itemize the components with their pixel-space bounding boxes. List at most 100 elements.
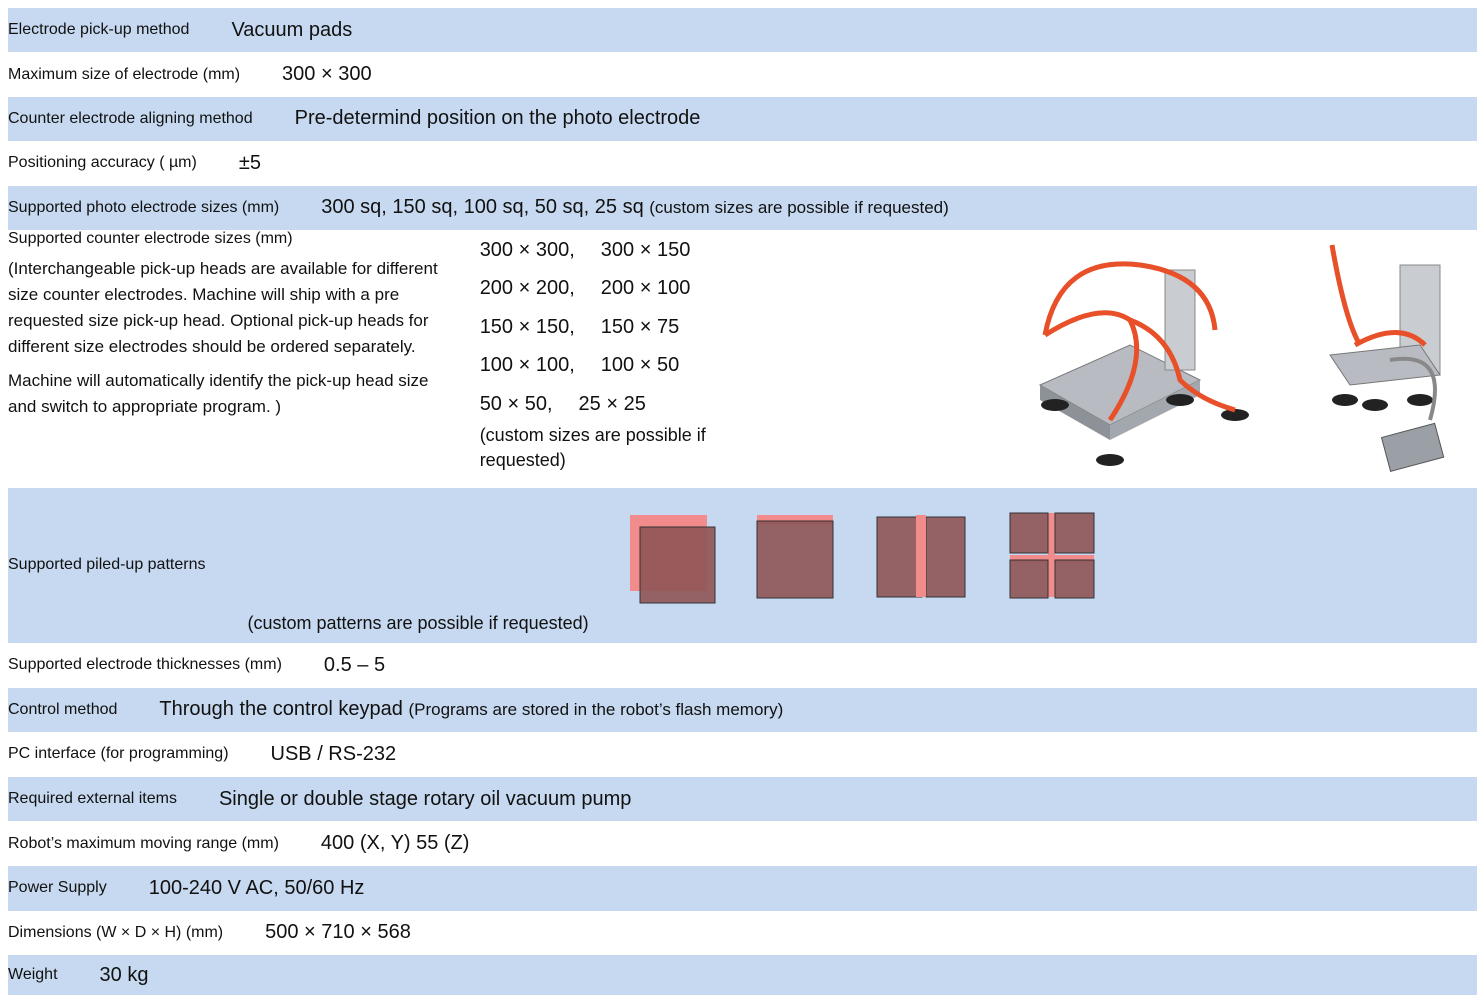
value-cell: (custom patterns are possible if request… — [247, 613, 588, 643]
value-cell: Single or double stage rotary oil vacuum… — [219, 788, 631, 811]
row-label: Supported photo electrode sizes (mm) — [8, 198, 280, 216]
pickup-head-side-photo — [1329, 244, 1445, 472]
label-cell: Electrode pick-up method — [8, 21, 189, 39]
label-cell: Counter electrode aligning method — [8, 110, 253, 128]
size-item: 100 × 100, — [479, 354, 575, 377]
label-note: size counter electrodes. Machine will sh… — [8, 284, 400, 304]
label-note: different size electrodes should be orde… — [8, 336, 416, 356]
spec-row: Electrode pick-up method Vacuum pads — [8, 8, 1477, 53]
label-cell: Supported counter electrode sizes (mm) (I… — [8, 230, 438, 420]
row-value: Pre-determind position on the photo elec… — [294, 107, 701, 130]
row-label: Supported counter electrode sizes (mm) — [8, 229, 293, 247]
size-line: 50 × 50, 25 × 25 — [480, 385, 780, 423]
label-cell: Robot’s maximum moving range (mm) — [8, 835, 279, 853]
row-value: 400 (X, Y) 55 (Z) — [320, 832, 470, 855]
value-cell: Through the control keypad (Programs are… — [159, 698, 783, 721]
row-label: Maximum size of electrode (mm) — [8, 65, 241, 83]
label-cell: Control method — [8, 701, 117, 719]
row-value: Single or double stage rotary oil vacuum… — [218, 787, 632, 810]
row-value: USB / RS-232 — [270, 742, 397, 765]
row-value: 300 × 300 — [282, 63, 372, 86]
row-value: 500 × 710 × 568 — [265, 921, 411, 944]
row-label: Supported piled-up patterns — [8, 556, 206, 574]
spec-row: Counter electrode aligning method Pre-det… — [8, 96, 1477, 142]
value-cell: 0.5 – 5 — [324, 654, 385, 677]
label-cell: PC interface (for programming) — [8, 745, 229, 763]
value-cell: USB / RS-232 — [271, 743, 397, 766]
label-note: requested size pick-up head. Optional pi… — [8, 310, 429, 330]
spec-row: Supported piled-up patterns (custom patte… — [8, 487, 1477, 643]
label-cell: Required external items — [8, 790, 177, 808]
label-note: Machine will automatically identify the … — [8, 370, 429, 390]
label-cell: Supported electrode thicknesses (mm) — [8, 656, 282, 674]
size-line: 100 × 100, 100 × 50 — [480, 346, 780, 384]
value-note: (Programs are stored in the robot’s flas… — [408, 700, 784, 720]
value-cell: 400 (X, Y) 55 (Z) — [321, 832, 470, 855]
size-line: 200 × 200, 200 × 100 — [480, 269, 780, 307]
spec-row: Weight 30 kg — [8, 955, 1477, 995]
spec-table: Electrode pick-up method Vacuum pads Maxim… — [8, 8, 1477, 995]
label-cell: Maximum size of electrode (mm) — [8, 66, 240, 84]
value-note: (custom sizes are possible if requested) — [649, 198, 949, 218]
row-label: Robot’s maximum moving range (mm) — [8, 834, 279, 852]
size-line: 150 × 150, 150 × 75 — [480, 308, 780, 346]
value-cell: Vacuum pads — [231, 19, 352, 42]
row-value: Vacuum pads — [231, 18, 353, 41]
value-cell: ±5 — [239, 152, 261, 175]
row-label: Dimensions (W × D × H) (mm) — [8, 923, 224, 941]
spec-row: Robot’s maximum moving range (mm) 400 (X,… — [8, 821, 1477, 866]
row-label: Control method — [8, 700, 118, 718]
row-value: 30 kg — [99, 963, 149, 986]
label-cell: Supported piled-up patterns — [8, 556, 205, 574]
row-label: Positioning accuracy ( µm) — [8, 154, 197, 172]
row-value: ±5 — [238, 151, 261, 174]
spec-row: Power Supply 100-240 V AC, 50/60 Hz — [8, 865, 1477, 911]
spec-row: Required external items Single or double … — [8, 776, 1477, 822]
size-item: 300 × 300, — [479, 238, 575, 261]
size-item: 50 × 50, — [479, 392, 553, 415]
row-value: 300 sq, 150 sq, 100 sq, 50 sq, 25 sq — [321, 196, 644, 219]
size-item: 100 × 50 — [600, 354, 680, 377]
value-cell: Pre-determind position on the photo elec… — [295, 107, 701, 130]
size-item: 300 × 150 — [600, 238, 691, 261]
row-value: 0.5 – 5 — [323, 653, 386, 676]
row-label: Counter electrode aligning method — [8, 109, 253, 127]
label-cell: Supported photo electrode sizes (mm) — [8, 199, 279, 217]
spec-row: Control method Through the control keypad… — [8, 687, 1477, 733]
value-cell: 300 × 300, 300 × 150 200 × 200, 200 × 100 15… — [480, 230, 780, 473]
spec-row: Positioning accuracy ( µm) ±5 — [8, 141, 1477, 185]
row-label: PC interface (for programming) — [8, 745, 229, 763]
size-item: 150 × 75 — [600, 315, 680, 338]
row-label: Weight — [8, 966, 58, 984]
pickup-head-photo — [1038, 261, 1249, 466]
spec-row: Supported counter electrode sizes (mm) (I… — [8, 230, 1477, 488]
size-item: 150 × 150, — [479, 315, 575, 338]
size-line: 300 × 300, 300 × 150 — [480, 231, 780, 269]
label-note: and switch to appropriate program. ) — [8, 396, 282, 416]
row-label: Supported electrode thicknesses (mm) — [8, 656, 282, 674]
size-item: 200 × 100 — [600, 277, 691, 300]
label-cell: Dimensions (W × D × H) (mm) — [8, 924, 223, 942]
value-cell: 30 kg — [100, 964, 149, 987]
row-note: (custom sizes are possible if requested) — [479, 424, 706, 470]
label-cell: Positioning accuracy ( µm) — [8, 154, 197, 172]
value-cell: 100-240 V AC, 50/60 Hz — [149, 877, 365, 900]
value-cell: 300 × 300 — [282, 63, 372, 86]
row-label: Electrode pick-up method — [8, 21, 190, 39]
row-label: Required external items — [8, 790, 177, 808]
spec-row: Supported electrode thicknesses (mm) 0.5 … — [8, 643, 1477, 688]
label-cell: Weight — [8, 966, 58, 984]
row-label: Power Supply — [8, 879, 107, 897]
spec-row: Maximum size of electrode (mm) 300 × 300 — [8, 52, 1477, 96]
label-cell: Power Supply — [8, 879, 107, 897]
spec-row: Dimensions (W × D × H) (mm) 500 × 710 × 5… — [8, 911, 1477, 956]
pattern-diagrams — [630, 512, 1095, 604]
row-value: 100-240 V AC, 50/60 Hz — [148, 876, 365, 899]
row-note: (custom patterns are possible if request… — [247, 612, 589, 633]
value-cell: 300 sq, 150 sq, 100 sq, 50 sq, 25 sq (cu… — [321, 196, 949, 219]
size-item: 25 × 25 — [578, 392, 646, 415]
row-value: Through the control keypad — [159, 698, 403, 721]
